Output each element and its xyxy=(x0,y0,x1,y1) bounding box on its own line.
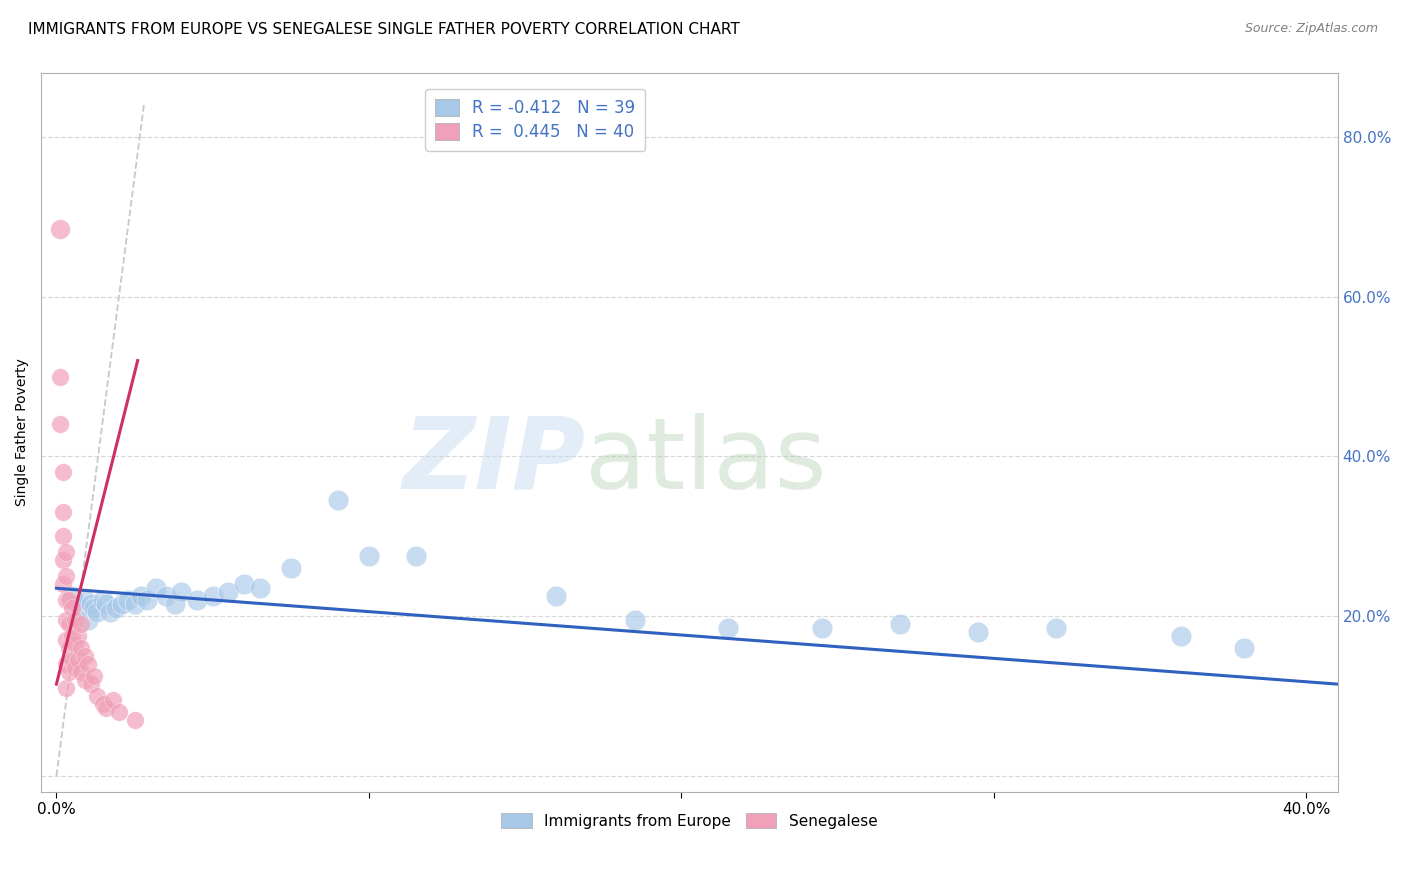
Y-axis label: Single Father Poverty: Single Father Poverty xyxy=(15,359,30,507)
Point xyxy=(717,621,740,635)
Point xyxy=(124,597,146,611)
Point xyxy=(80,597,103,611)
Point xyxy=(76,657,98,672)
Point xyxy=(136,593,159,607)
Point xyxy=(186,593,208,607)
Legend: Immigrants from Europe, Senegalese: Immigrants from Europe, Senegalese xyxy=(495,806,883,835)
Point xyxy=(70,617,93,632)
Point xyxy=(52,529,75,543)
Point xyxy=(60,601,83,615)
Point xyxy=(405,549,427,564)
Point xyxy=(55,657,77,672)
Point xyxy=(104,601,127,615)
Point xyxy=(145,581,167,595)
Point xyxy=(48,369,70,384)
Point xyxy=(98,605,121,619)
Point xyxy=(170,585,193,599)
Point xyxy=(73,673,96,687)
Point xyxy=(63,637,86,651)
Point xyxy=(129,589,152,603)
Point xyxy=(60,629,83,643)
Point xyxy=(96,597,118,611)
Point xyxy=(73,649,96,664)
Point xyxy=(108,705,131,719)
Point xyxy=(48,417,70,432)
Point xyxy=(52,577,75,591)
Point xyxy=(52,466,75,480)
Point xyxy=(67,629,90,643)
Point xyxy=(811,621,834,635)
Point xyxy=(52,505,75,519)
Point xyxy=(155,589,177,603)
Point xyxy=(63,613,86,627)
Point xyxy=(80,677,103,691)
Point xyxy=(55,569,77,583)
Point xyxy=(232,577,254,591)
Point xyxy=(326,493,349,508)
Point xyxy=(58,665,80,680)
Point xyxy=(357,549,380,564)
Point xyxy=(60,653,83,667)
Point xyxy=(889,617,911,632)
Point xyxy=(86,689,108,703)
Point xyxy=(67,597,90,611)
Point xyxy=(55,613,77,627)
Point xyxy=(55,681,77,695)
Point xyxy=(1170,629,1192,643)
Point xyxy=(101,693,124,707)
Point xyxy=(83,601,105,615)
Point xyxy=(217,585,239,599)
Point xyxy=(249,581,271,595)
Point xyxy=(1045,621,1067,635)
Point xyxy=(83,669,105,683)
Text: IMMIGRANTS FROM EUROPE VS SENEGALESE SINGLE FATHER POVERTY CORRELATION CHART: IMMIGRANTS FROM EUROPE VS SENEGALESE SIN… xyxy=(28,22,740,37)
Point xyxy=(58,641,80,656)
Point xyxy=(63,661,86,675)
Point xyxy=(70,601,93,615)
Text: Source: ZipAtlas.com: Source: ZipAtlas.com xyxy=(1244,22,1378,36)
Point xyxy=(623,613,645,627)
Point xyxy=(280,561,302,575)
Point xyxy=(58,617,80,632)
Point xyxy=(117,593,139,607)
Point xyxy=(124,713,146,727)
Point xyxy=(52,553,75,567)
Point xyxy=(546,589,568,603)
Point xyxy=(73,593,96,607)
Point xyxy=(60,589,83,603)
Point xyxy=(70,641,93,656)
Point xyxy=(86,605,108,619)
Point xyxy=(58,593,80,607)
Text: atlas: atlas xyxy=(585,413,827,509)
Text: ZIP: ZIP xyxy=(402,413,585,509)
Point xyxy=(55,633,77,648)
Point xyxy=(48,221,70,235)
Point xyxy=(967,625,990,640)
Point xyxy=(201,589,224,603)
Point xyxy=(67,653,90,667)
Point xyxy=(96,701,118,715)
Point xyxy=(91,697,114,711)
Point xyxy=(165,597,187,611)
Point xyxy=(70,665,93,680)
Point xyxy=(91,593,114,607)
Point xyxy=(55,593,77,607)
Point xyxy=(76,613,98,627)
Point xyxy=(55,545,77,559)
Point xyxy=(1233,641,1256,656)
Point xyxy=(111,597,134,611)
